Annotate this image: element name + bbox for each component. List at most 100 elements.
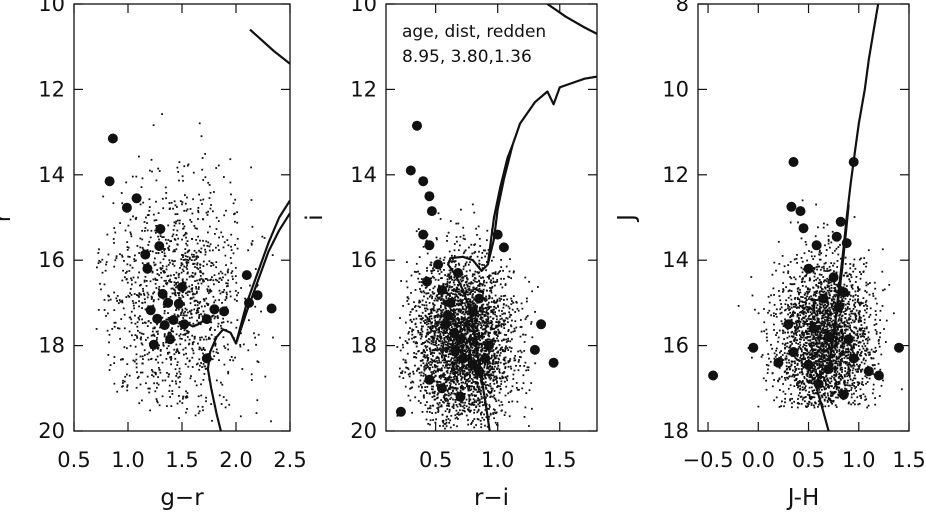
- y-tick-label: 14: [350, 163, 377, 187]
- member-star-point: [405, 165, 416, 176]
- field-star-point: [474, 327, 477, 330]
- field-star-point: [466, 331, 469, 334]
- field-star-point: [430, 261, 433, 264]
- field-star-point: [809, 298, 812, 301]
- field-star-point: [181, 268, 184, 271]
- field-star-point: [148, 387, 151, 390]
- field-star-point: [476, 418, 479, 420]
- field-star-point: [500, 323, 503, 325]
- field-star-point: [431, 325, 434, 328]
- field-star-point: [131, 283, 133, 286]
- field-star-point: [196, 319, 198, 322]
- field-star-point: [400, 371, 402, 374]
- field-star-point: [439, 405, 442, 408]
- field-star-point: [188, 275, 191, 278]
- field-star-point: [200, 305, 203, 308]
- field-star-point: [502, 372, 505, 374]
- field-star-point: [177, 276, 180, 279]
- field-star-point: [225, 296, 228, 298]
- field-star-point: [497, 323, 500, 325]
- field-star-point: [237, 291, 240, 294]
- field-star-point: [448, 327, 451, 330]
- field-star-point: [476, 411, 479, 414]
- field-star-point: [433, 285, 436, 288]
- field-star-point: [186, 336, 189, 338]
- field-star-point: [456, 381, 459, 384]
- field-star-point: [419, 383, 422, 386]
- field-star-point: [465, 338, 468, 341]
- field-star-point: [820, 282, 823, 285]
- field-star-point: [130, 310, 133, 313]
- field-star-point: [472, 373, 475, 376]
- field-star-point: [161, 267, 164, 270]
- field-star-point: [848, 291, 851, 294]
- field-star-point: [178, 179, 180, 182]
- field-star-point: [105, 263, 107, 266]
- field-star-point: [455, 357, 458, 359]
- field-star-point: [136, 321, 139, 324]
- field-star-point: [172, 250, 175, 253]
- field-star-point: [481, 312, 484, 314]
- field-star-point: [520, 319, 522, 321]
- field-star-point: [418, 301, 421, 304]
- field-star-point: [494, 421, 497, 424]
- field-star-point: [196, 262, 199, 264]
- field-star-point: [184, 252, 187, 255]
- field-star-point: [492, 349, 495, 351]
- field-star-point: [489, 281, 492, 283]
- field-star-point: [141, 177, 144, 180]
- field-star-point: [475, 333, 478, 335]
- member-star-point: [252, 290, 263, 301]
- y-tick-label: 12: [350, 77, 377, 101]
- field-star-point: [178, 297, 181, 299]
- field-star-point: [466, 321, 469, 323]
- field-star-point: [200, 247, 203, 250]
- field-star-point: [143, 280, 146, 283]
- field-star-point: [121, 254, 123, 257]
- field-star-point: [483, 413, 485, 416]
- field-star-point: [460, 316, 463, 318]
- field-star-point: [492, 374, 495, 377]
- field-star-point: [463, 370, 466, 373]
- field-star-point: [155, 252, 158, 254]
- field-star-point: [440, 337, 443, 340]
- field-star-point: [256, 399, 259, 402]
- field-star-point: [452, 407, 455, 409]
- field-star-point: [147, 244, 150, 246]
- field-star-point: [211, 276, 213, 278]
- field-star-point: [422, 372, 425, 375]
- field-star-point: [169, 356, 171, 359]
- field-star-point: [492, 256, 495, 259]
- field-star-point: [463, 364, 466, 367]
- field-star-point: [493, 356, 496, 358]
- field-star-point: [423, 366, 426, 368]
- field-star-point: [464, 382, 467, 385]
- field-star-point: [409, 327, 411, 329]
- field-star-point: [477, 390, 480, 393]
- field-star-point: [236, 221, 239, 224]
- field-star-point: [494, 272, 497, 275]
- field-star-point: [486, 308, 489, 311]
- field-star-point: [494, 340, 496, 343]
- field-star-point: [471, 349, 474, 352]
- field-star-point: [510, 331, 513, 334]
- field-star-point: [215, 351, 218, 354]
- field-star-point: [478, 287, 481, 290]
- field-star-point: [173, 313, 176, 316]
- field-star-point: [425, 323, 428, 326]
- field-star-point: [486, 323, 488, 325]
- field-star-point: [479, 339, 481, 342]
- field-star-point: [432, 404, 435, 407]
- field-star-point: [137, 294, 139, 297]
- field-star-point: [218, 299, 220, 301]
- field-star-point: [497, 399, 500, 402]
- field-star-point: [206, 245, 209, 247]
- field-star-point: [445, 355, 447, 357]
- field-star-point: [178, 161, 181, 163]
- field-star-point: [426, 267, 428, 269]
- field-star-point: [463, 407, 466, 409]
- field-star-point: [466, 285, 469, 288]
- field-star-point: [453, 373, 456, 376]
- field-star-point: [197, 218, 199, 220]
- field-star-point: [425, 332, 428, 335]
